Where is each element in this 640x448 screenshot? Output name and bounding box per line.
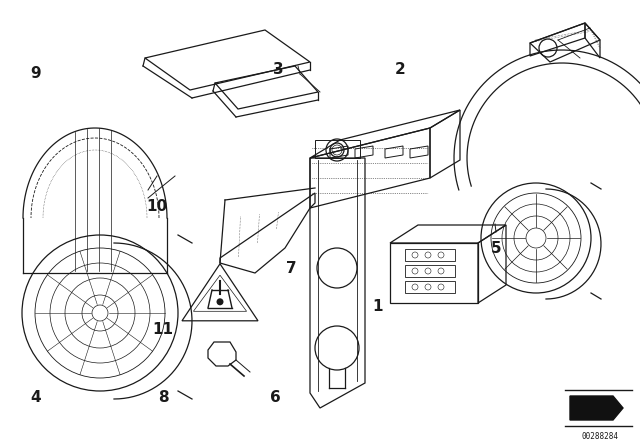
Text: 7: 7: [286, 261, 296, 276]
Text: 10: 10: [146, 199, 168, 215]
Text: 8: 8: [158, 390, 168, 405]
Text: 3: 3: [273, 62, 284, 77]
Polygon shape: [570, 396, 623, 420]
Text: 4: 4: [30, 390, 40, 405]
Text: 11: 11: [153, 322, 173, 337]
Circle shape: [216, 298, 223, 305]
Text: 1: 1: [372, 299, 383, 314]
Text: 9: 9: [30, 66, 40, 82]
Text: 2: 2: [395, 62, 405, 77]
Text: 6: 6: [270, 390, 280, 405]
Text: 00288284: 00288284: [582, 431, 618, 440]
Text: 5: 5: [491, 241, 501, 256]
